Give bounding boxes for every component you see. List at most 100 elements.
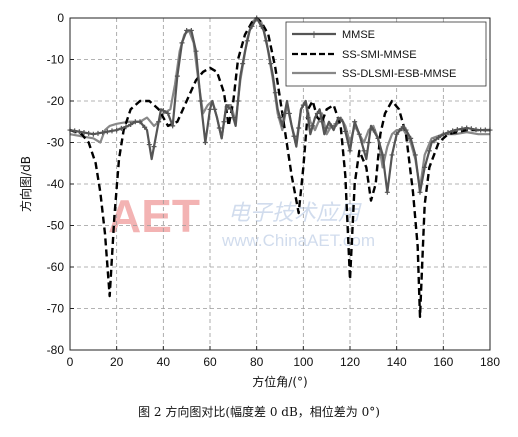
series-marker-mmse	[333, 121, 339, 127]
series-marker-mmse	[473, 127, 479, 133]
series-marker-mmse	[403, 127, 409, 133]
x-tick-label: 120	[340, 355, 360, 369]
series-marker-mmse	[450, 128, 456, 134]
x-tick-label: 140	[387, 355, 407, 369]
series-marker-mmse	[296, 125, 302, 131]
series-marker-mmse	[132, 119, 138, 125]
series-marker-mmse	[221, 119, 227, 125]
series-marker-mmse	[366, 140, 372, 145]
series-marker-mmse	[258, 23, 264, 29]
series-marker-mmse	[263, 38, 269, 44]
x-tick-label: 80	[250, 355, 264, 369]
x-tick-label: 180	[480, 355, 500, 369]
series-marker-mmse	[431, 138, 437, 144]
series-marker-mmse	[179, 40, 185, 46]
y-tick-label: 0	[57, 11, 64, 25]
y-tick-label: -10	[47, 53, 65, 67]
series-marker-mmse	[100, 130, 106, 136]
series-marker-mmse	[454, 127, 460, 133]
series-marker-mmse	[324, 125, 330, 131]
series-marker-mmse	[142, 124, 148, 130]
legend-label-mmse: MMSE	[342, 29, 375, 41]
series-marker-mmse	[207, 106, 213, 112]
series-marker-mmse	[216, 125, 222, 131]
series-marker-mmse	[123, 124, 129, 130]
y-tick-label: -30	[47, 136, 65, 150]
series-marker-mmse	[408, 135, 414, 141]
series-marker-mmse	[342, 128, 348, 134]
series-marker-mmse	[230, 115, 236, 121]
y-tick-label: -60	[47, 260, 65, 274]
series-marker-mmse	[440, 131, 446, 137]
x-tick-label: 60	[203, 355, 217, 369]
series-marker-mmse	[412, 152, 418, 158]
y-tick-label: -40	[47, 177, 65, 191]
series-marker-mmse	[459, 126, 465, 132]
series-marker-mmse	[212, 106, 218, 112]
series-marker-mmse	[310, 123, 316, 129]
series-marker-mmse	[468, 126, 474, 132]
series-marker-mmse	[361, 148, 367, 154]
series-marker-mmse	[165, 110, 171, 116]
series-marker-mmse	[193, 48, 199, 54]
series-marker-mmse	[398, 126, 404, 132]
series-marker-mmse	[268, 61, 274, 67]
x-tick-label: 100	[293, 355, 313, 369]
series-marker-mmse	[426, 148, 432, 154]
x-tick-label: 160	[433, 355, 453, 369]
y-tick-label: -80	[47, 343, 65, 357]
series-marker-mmse	[422, 164, 428, 170]
series-marker-mmse	[146, 142, 152, 148]
series-marker-mmse	[314, 110, 320, 116]
series-marker-mmse	[184, 27, 190, 33]
watermark-url: www.ChinaAET.com	[221, 231, 375, 250]
series-marker-mmse	[95, 130, 101, 136]
series-marker-mmse	[86, 130, 92, 136]
x-axis-title: 方位角/(°)	[252, 374, 307, 389]
series-marker-mmse	[202, 140, 208, 145]
series-marker-mmse	[464, 125, 470, 131]
series-marker-mmse	[240, 61, 246, 67]
series-marker-mmse	[291, 133, 297, 139]
y-tick-label: -20	[47, 94, 65, 108]
series-marker-mmse	[188, 27, 194, 33]
watermark-chinese: 电子技术应用	[228, 201, 362, 226]
series-marker-mmse	[118, 125, 124, 131]
series-marker-mmse	[156, 119, 162, 125]
series-marker-mmse	[352, 119, 358, 125]
series-marker-mmse	[478, 127, 484, 133]
series-marker-mmse	[137, 119, 143, 125]
series-marker-mmse	[375, 135, 381, 141]
series-marker-mmse	[114, 127, 120, 133]
legend-label-ss-smi-mmse: SS-SMI-MMSE	[342, 49, 417, 61]
legend: + MMSE SS-SMI-MMSE SS-DLSMI-ESB-MMSE	[285, 21, 487, 87]
x-tick-label: 0	[67, 355, 74, 369]
series-marker-mmse	[76, 129, 82, 135]
watermark-logo: AET	[108, 190, 200, 242]
series-marker-mmse	[436, 135, 442, 141]
series-marker-mmse	[445, 130, 451, 136]
series-marker-mmse	[305, 115, 311, 121]
series-marker-mmse	[160, 108, 166, 114]
legend-marker-mmse: +	[309, 28, 318, 41]
series-marker-mmse	[128, 122, 134, 128]
series-marker-mmse	[482, 127, 488, 133]
series-marker-mmse	[198, 98, 204, 104]
series-marker-mmse	[226, 104, 232, 110]
series-marker-mmse	[90, 131, 96, 137]
series-marker-mmse	[174, 73, 180, 79]
y-tick-label: -70	[47, 302, 65, 316]
figure-caption: 图 2 方向图对比(幅度差 0 dB，相位差为 0°)	[138, 404, 380, 419]
series-marker-mmse	[249, 23, 255, 29]
series-marker-mmse	[235, 98, 241, 104]
series-marker-mmse	[286, 110, 292, 116]
watermark: AET 电子技术应用 www.ChinaAET.com	[108, 190, 375, 250]
series-marker-mmse	[370, 127, 376, 133]
series-marker-mmse	[109, 128, 115, 134]
series-marker-mmse	[356, 131, 362, 137]
series-marker-mmse	[244, 38, 250, 44]
y-axis-title: 方向图/dB	[18, 156, 33, 212]
series-marker-mmse	[417, 189, 423, 195]
series-marker-mmse	[81, 130, 87, 136]
